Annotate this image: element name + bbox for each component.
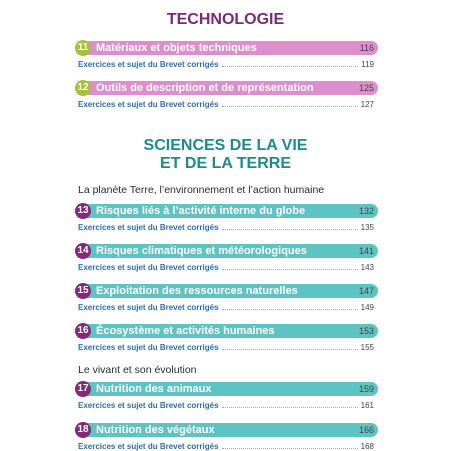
exercise-title: Exercices et sujet du Brevet corrigés	[78, 303, 219, 312]
exercise-page: 143	[360, 263, 374, 272]
exercise-title: Exercices et sujet du Brevet corrigés	[78, 343, 219, 352]
chapter-bar	[78, 324, 378, 338]
exercise-line: Exercices et sujet du Brevet corrigés 168	[78, 439, 374, 451]
chapter-page: 153	[358, 326, 374, 336]
chapter-title: Nutrition des végétaux	[96, 424, 215, 436]
exercise-line: Exercices et sujet du Brevet corrigés 155	[78, 340, 374, 352]
chapter-number: 14	[75, 243, 91, 259]
chapter-bar	[78, 244, 378, 258]
chapter-number: 13	[75, 203, 91, 219]
chapter-title: Outils de description et de représentati…	[96, 82, 314, 94]
exercise-line: Exercices et sujet du Brevet corrigés 143	[78, 260, 374, 272]
dot-leader	[221, 106, 358, 107]
dot-leader	[221, 66, 359, 67]
exercise-page: 155	[360, 343, 374, 352]
section-title: ET DE LA TERRE	[160, 155, 291, 172]
chapter-bar	[78, 41, 378, 55]
exercise-title: Exercices et sujet du Brevet corrigés	[78, 263, 219, 272]
chapter-title: Nutrition des animaux	[96, 383, 212, 395]
chapter-page: 147	[358, 286, 374, 296]
chapter-title: Écosystème et activités humaines	[96, 325, 275, 337]
exercise-title: Exercices et sujet du Brevet corrigés	[78, 60, 219, 69]
exercise-line: Exercices et sujet du Brevet corrigés 119	[78, 57, 374, 69]
chapter-title: Risques climatiques et météorologiques	[96, 245, 307, 257]
chapter-bar	[78, 423, 378, 437]
dot-leader	[221, 269, 358, 270]
exercise-page: 161	[360, 401, 374, 410]
dot-leader	[221, 407, 358, 408]
chapter-number: 16	[75, 323, 91, 339]
exercise-page: 168	[360, 442, 374, 451]
chapter-page: 125	[358, 83, 374, 93]
section-title: SCIENCES DE LA VIE	[143, 137, 308, 154]
exercise-title: Exercices et sujet du Brevet corrigés	[78, 442, 219, 451]
chapter-bar	[78, 284, 378, 298]
exercise-page: 149	[360, 303, 374, 312]
chapter-page: 132	[358, 206, 374, 216]
exercise-title: Exercices et sujet du Brevet corrigés	[78, 223, 219, 232]
dot-leader	[221, 349, 358, 350]
chapter-bar	[78, 382, 378, 396]
chapter-page: 116	[359, 43, 374, 53]
chapter-number: 18	[75, 422, 91, 438]
chapter-page: 141	[358, 246, 374, 256]
exercise-title: Exercices et sujet du Brevet corrigés	[78, 100, 219, 109]
chapter-number: 17	[75, 381, 91, 397]
exercise-page: 119	[361, 60, 374, 69]
exercise-page: 135	[360, 223, 374, 232]
group-heading: Le vivant et son évolution	[78, 364, 197, 376]
chapter-page: 159	[358, 384, 374, 394]
exercise-title: Exercices et sujet du Brevet corrigés	[78, 401, 219, 410]
chapter-page: 166	[358, 425, 374, 435]
dot-leader	[221, 309, 358, 310]
dot-leader	[221, 229, 358, 230]
exercise-line: Exercices et sujet du Brevet corrigés 161	[78, 398, 374, 410]
exercise-page: 127	[360, 100, 374, 109]
exercise-line: Exercices et sujet du Brevet corrigés 127	[78, 97, 374, 109]
chapter-title: Matériaux et objets techniques	[96, 42, 257, 54]
chapter-bar	[78, 204, 378, 218]
chapter-title: Risques liés à l’activité interne du glo…	[96, 205, 306, 217]
dot-leader	[221, 448, 358, 449]
exercise-line: Exercices et sujet du Brevet corrigés 135	[78, 220, 374, 232]
exercise-line: Exercices et sujet du Brevet corrigés 149	[78, 300, 374, 312]
chapter-title: Exploitation des ressources naturelles	[96, 285, 298, 297]
group-heading: La planète Terre, l’environnement et l’a…	[78, 184, 325, 196]
section-title: TECHNOLOGIE	[166, 11, 285, 28]
chapter-number: 15	[75, 283, 91, 299]
chapter-bar	[78, 81, 378, 95]
chapter-number: 11	[75, 40, 91, 56]
chapter-number: 12	[75, 80, 91, 96]
